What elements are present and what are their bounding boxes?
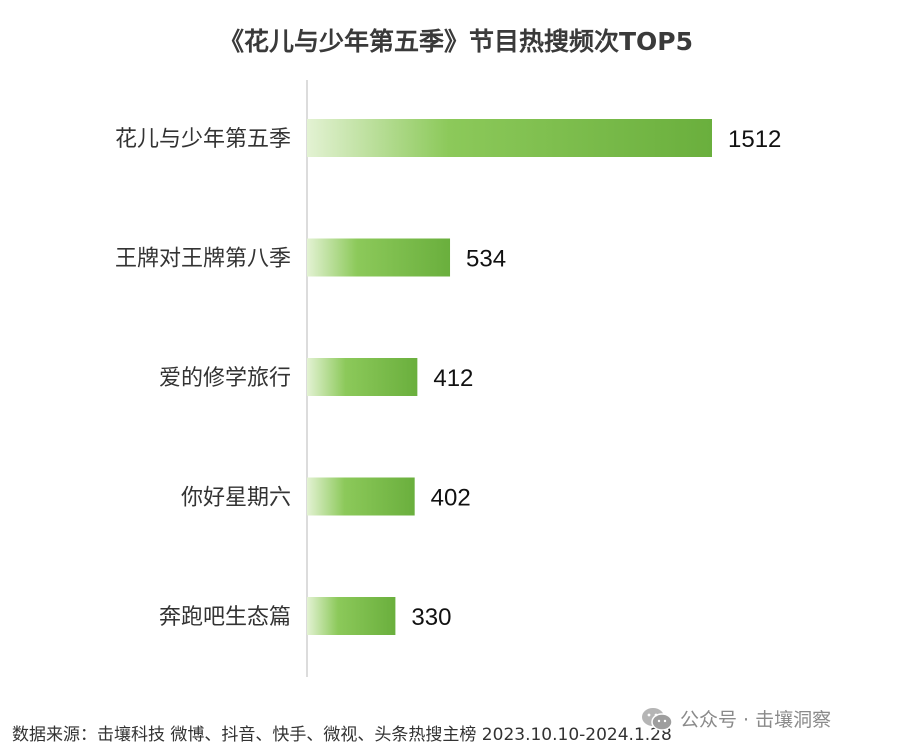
value-label-5: 330 — [411, 604, 451, 631]
category-label-5: 奔跑吧生态篇 — [159, 605, 291, 630]
bar-1 — [307, 119, 712, 157]
bar-4 — [307, 477, 415, 516]
watermark: 公众号 · 击壤洞察 — [640, 705, 831, 732]
value-label-3: 412 — [433, 365, 473, 392]
value-label-1: 1512 — [728, 126, 781, 153]
category-label-3: 爱的修学旅行 — [159, 366, 291, 391]
data-source-note: 数据来源：击壤科技 微博、抖音、快手、微视、头条热搜主榜 2023.10.10-… — [12, 725, 672, 745]
bar-2 — [307, 238, 451, 277]
value-label-4: 402 — [431, 485, 471, 512]
wechat-icon — [640, 706, 674, 732]
category-label-1: 花儿与少年第五季 — [115, 127, 291, 152]
bar-3 — [307, 358, 418, 396]
bars-group: 花儿与少年第五季 1512 王牌对王牌第八季 534 爱的修学旅行 412 你好星期六 402… — [115, 119, 781, 635]
bar-5 — [307, 597, 396, 635]
category-label-2: 王牌对王牌第八季 — [115, 247, 291, 272]
watermark-text: 公众号 · 击壤洞察 — [680, 709, 832, 731]
value-label-2: 534 — [466, 246, 506, 273]
chart-title: 《花儿与少年第五季》节目热搜频次TOP5 — [219, 27, 693, 56]
category-label-4: 你好星期六 — [181, 486, 291, 511]
